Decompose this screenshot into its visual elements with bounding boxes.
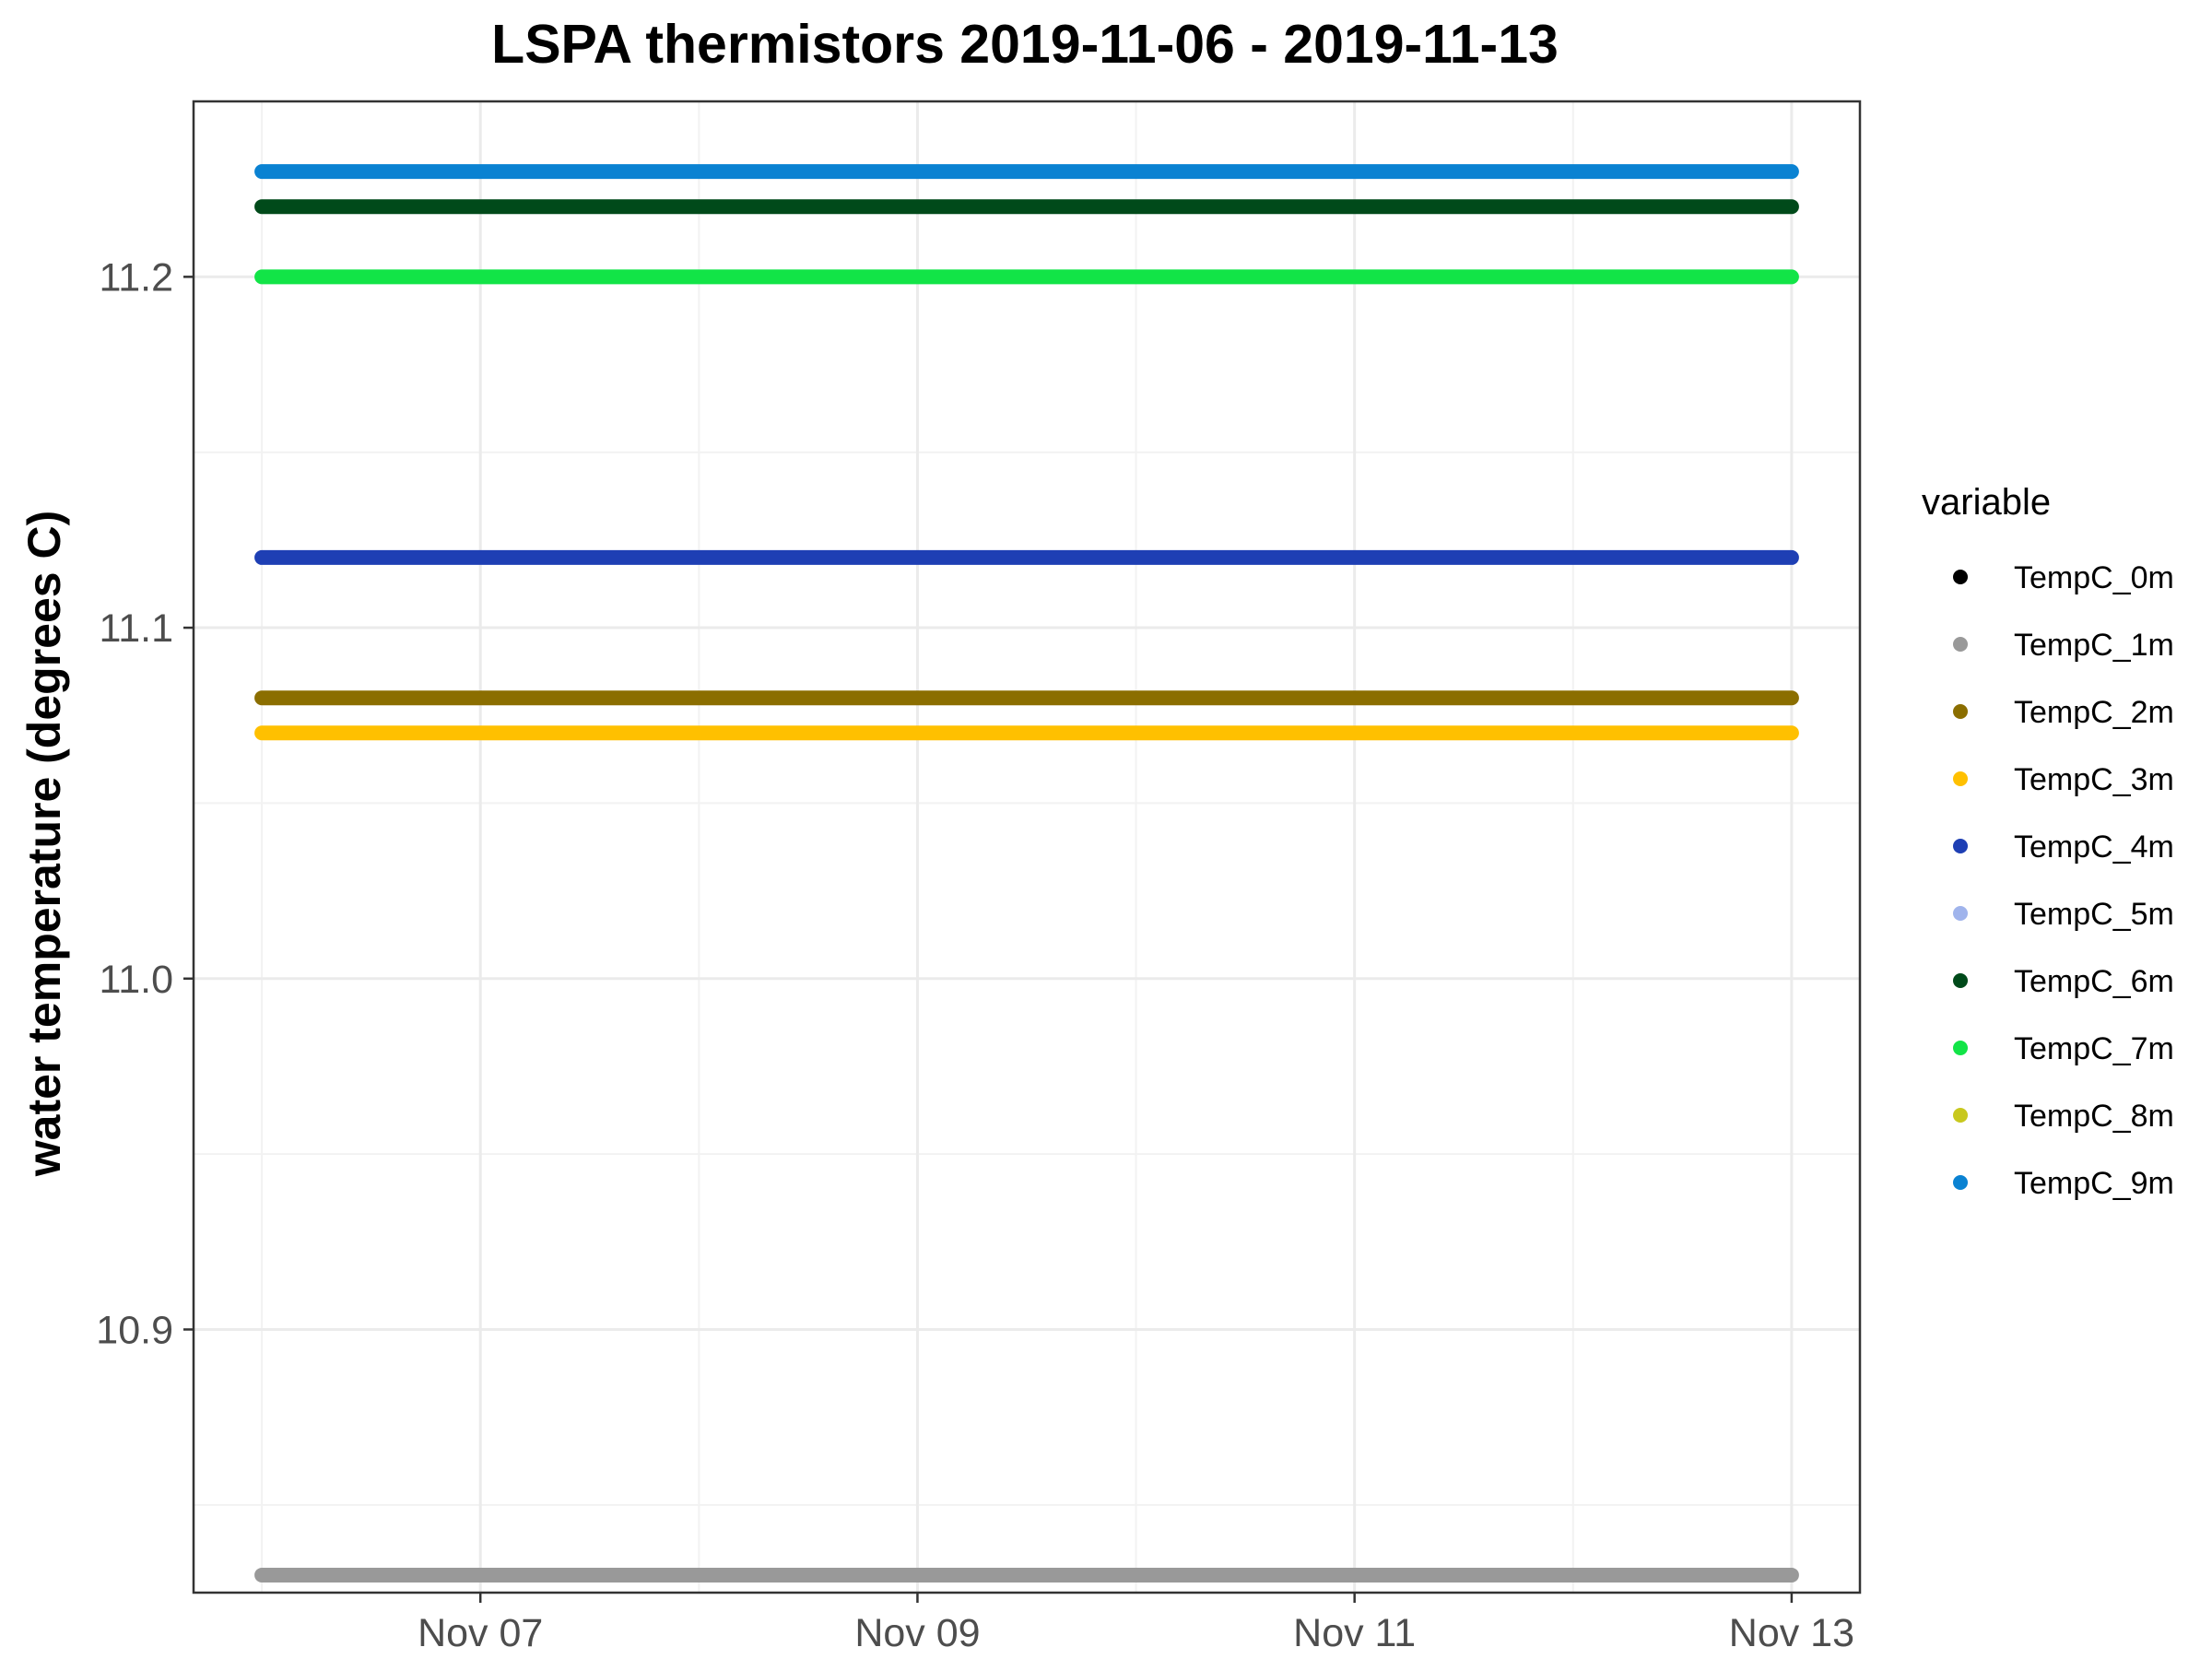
legend-key — [1953, 1175, 1968, 1190]
legend-label: TempC_0m — [2014, 560, 2174, 595]
plot-panel-border — [192, 100, 1862, 1594]
minor-gridlines — [194, 101, 1860, 1593]
legend-label: TempC_8m — [2014, 1099, 2174, 1134]
legend-key — [1953, 771, 1968, 786]
legend-key — [1953, 1108, 1968, 1123]
legend-key — [1953, 973, 1968, 988]
legend-label: TempC_1m — [2014, 628, 2174, 663]
legend-title: variable — [1922, 482, 2051, 523]
legend-key — [1953, 839, 1968, 853]
legend-label: TempC_4m — [2014, 830, 2174, 865]
legend-key — [1953, 906, 1968, 921]
legend-key — [1953, 704, 1968, 719]
legend-label: TempC_7m — [2014, 1031, 2174, 1066]
y-tick-label: 11.1 — [100, 606, 174, 651]
legend-key — [1953, 637, 1968, 652]
legend-key — [1953, 1041, 1968, 1055]
legend-label: TempC_6m — [2014, 964, 2174, 999]
series-layer — [254, 164, 1799, 1583]
legend: variable TempC_0m TempC_1m TempC_2m TempC_3… — [1922, 482, 2174, 1201]
x-axis: Nov 07 Nov 09 Nov 11 Nov 13 — [418, 1593, 1854, 1655]
y-axis: 10.9 11.0 11.1 11.2 — [96, 255, 194, 1352]
x-tick-label: Nov 09 — [854, 1611, 980, 1655]
legend-label: TempC_3m — [2014, 762, 2174, 797]
major-gridlines — [194, 101, 1860, 1593]
y-tick-label: 11.2 — [100, 255, 174, 300]
y-tick-label: 11.0 — [100, 958, 174, 1002]
x-tick-label: Nov 07 — [418, 1611, 543, 1655]
x-tick-label: Nov 13 — [1729, 1611, 1854, 1655]
x-tick-label: Nov 11 — [1293, 1611, 1416, 1655]
chart-title: LSPA thermistors 2019-11-06 - 2019-11-13 — [491, 14, 1559, 75]
legend-label: TempC_9m — [2014, 1166, 2174, 1201]
y-axis-label: water temperature (degrees C) — [18, 511, 70, 1177]
y-tick-label: 10.9 — [96, 1308, 173, 1352]
legend-label: TempC_2m — [2014, 695, 2174, 730]
legend-label: TempC_5m — [2014, 897, 2174, 932]
legend-key — [1953, 570, 1968, 584]
